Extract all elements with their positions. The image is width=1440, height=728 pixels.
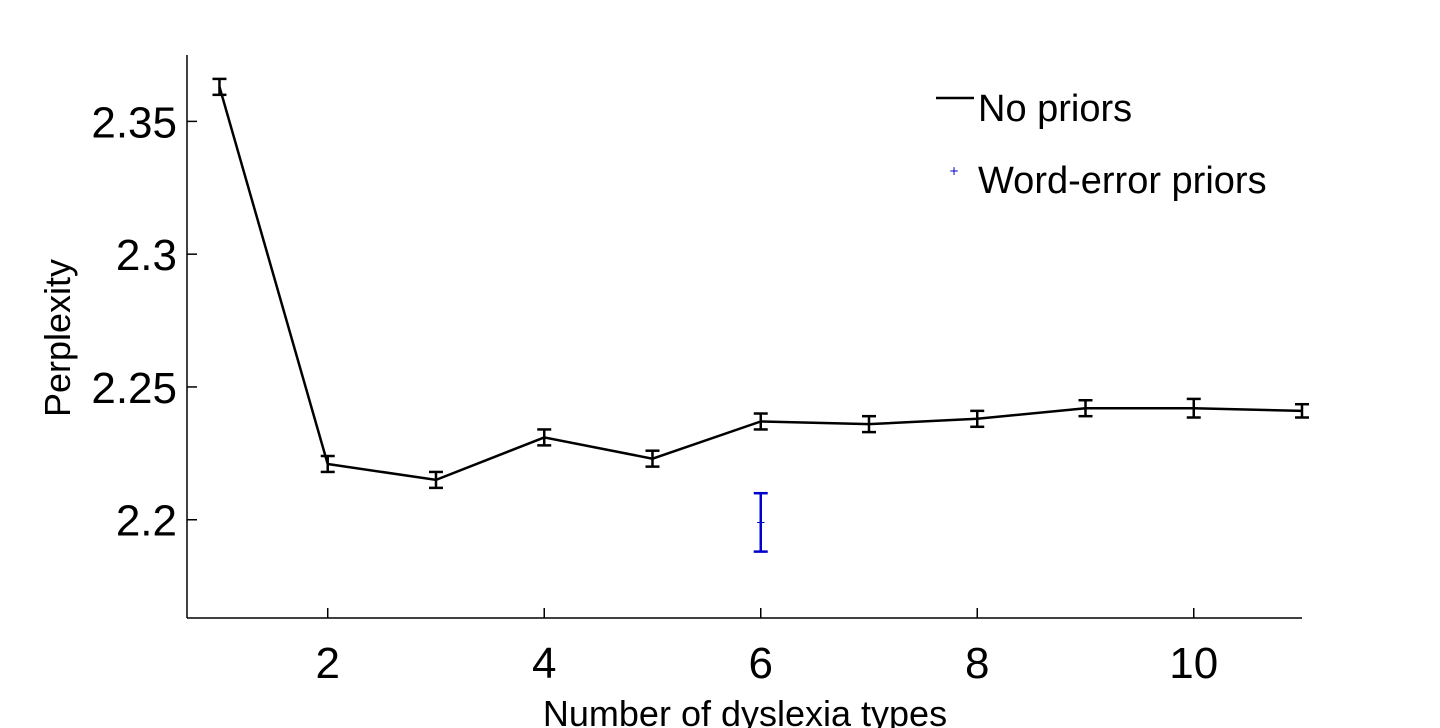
x-tick-label: 4 bbox=[532, 639, 556, 688]
y-tick-label: 2.35 bbox=[91, 98, 177, 147]
legend-swatch-word-error-priors: + bbox=[949, 164, 959, 178]
error-bar bbox=[753, 412, 768, 431]
series-1: + bbox=[753, 491, 768, 553]
plot-area: 2 4 6 8 10 2.2 2.25 2.3 2.35 bbox=[91, 55, 1302, 688]
error-bar bbox=[753, 491, 768, 553]
series-layer: + bbox=[212, 77, 1309, 553]
legend: No priors + Word-error priors bbox=[936, 88, 1267, 202]
error-bar bbox=[645, 449, 660, 468]
x-tick-label: 10 bbox=[1169, 639, 1218, 688]
error-bar bbox=[1295, 402, 1309, 419]
legend-label-word-error-priors: Word-error priors bbox=[978, 160, 1267, 202]
error-bar bbox=[861, 414, 876, 434]
error-bar bbox=[537, 428, 552, 447]
error-bar bbox=[970, 409, 985, 429]
error-bar bbox=[212, 77, 227, 97]
x-tick-label: 2 bbox=[315, 639, 339, 688]
series-0 bbox=[212, 77, 1309, 490]
error-bar bbox=[320, 454, 335, 474]
x-tick-label: 6 bbox=[748, 639, 772, 688]
error-bar bbox=[1078, 398, 1093, 418]
y-axis-label: Perplexity bbox=[37, 259, 78, 417]
y-tick-label: 2.25 bbox=[91, 364, 177, 413]
x-tick-label: 8 bbox=[965, 639, 989, 688]
data-point: + bbox=[756, 515, 766, 529]
x-axis-label: Number of dyslexia types bbox=[543, 693, 947, 728]
error-bar bbox=[428, 470, 443, 490]
y-tick-label: 2.2 bbox=[116, 497, 177, 546]
error-bar bbox=[1186, 397, 1201, 419]
y-tick-label: 2.3 bbox=[116, 231, 177, 280]
legend-label-no-priors: No priors bbox=[978, 88, 1132, 130]
